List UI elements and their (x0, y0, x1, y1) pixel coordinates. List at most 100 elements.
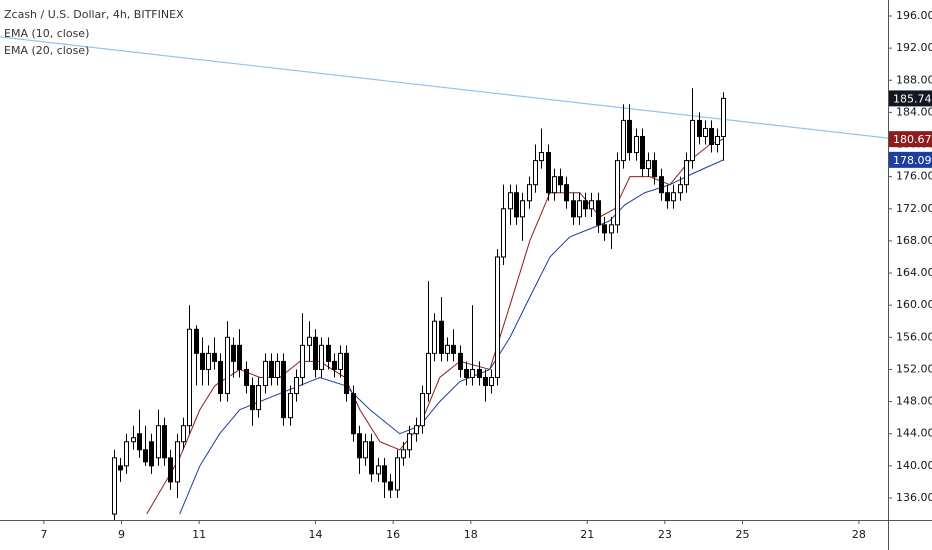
candle-body (137, 433, 142, 451)
candle-body (300, 344, 305, 378)
price-tag-label: 178.09 (893, 154, 932, 167)
candle-body (200, 352, 205, 370)
candle-body (281, 360, 286, 419)
candle-body (483, 376, 488, 387)
candle-body (187, 328, 192, 427)
candle-body (564, 184, 569, 202)
candle-body (194, 328, 199, 354)
candle-body (332, 360, 337, 370)
candle-body (665, 192, 670, 202)
candle-body (181, 425, 186, 443)
candle-body (539, 152, 544, 162)
price-tag (889, 151, 932, 168)
candle-body (571, 200, 576, 218)
x-tick-label: 11 (192, 528, 206, 541)
x-tick-label: 25 (735, 528, 749, 541)
price-tag-label: 185.74 (893, 92, 932, 105)
candle-body (231, 344, 236, 362)
candle-body (407, 433, 412, 451)
candle-body (609, 224, 614, 234)
candle-body (156, 425, 161, 459)
price-tag-label: 180.67 (893, 133, 932, 146)
candle-body (527, 184, 532, 202)
candle-body (206, 352, 211, 370)
candle-body (577, 200, 582, 218)
legend-entry: EMA (20, close) (4, 44, 89, 57)
x-tick-label: 16 (386, 528, 400, 541)
candle-body (288, 393, 293, 419)
candle-body (237, 344, 242, 370)
candle-body (351, 393, 356, 435)
candle-body (596, 200, 601, 226)
y-tick-label: 156.00 (896, 330, 932, 343)
x-tick-label: 14 (309, 528, 323, 541)
candle-body (721, 97, 726, 137)
price-tag (889, 90, 932, 107)
ema-line (179, 159, 724, 515)
candle-body (175, 441, 180, 483)
x-tick-label: 23 (658, 528, 672, 541)
candle-body (477, 368, 482, 378)
candle-body (357, 433, 362, 459)
y-tick-label: 144.00 (896, 427, 932, 440)
candle-body (470, 368, 475, 378)
candle-body (583, 200, 588, 210)
y-tick-label: 152.00 (896, 362, 932, 375)
candle-body (118, 465, 123, 471)
candle-body (401, 449, 406, 459)
legend-entry: EMA (10, close) (4, 27, 89, 40)
candle-body (715, 135, 720, 146)
candle-body (439, 320, 444, 354)
candle-body (376, 465, 381, 475)
candle-body (344, 352, 349, 395)
candle-body (263, 360, 268, 387)
candle-body (382, 465, 387, 483)
candle-body (307, 336, 312, 346)
candle-body (168, 457, 173, 483)
y-tick-label: 176.00 (896, 170, 932, 183)
candle-body (294, 376, 299, 395)
x-tick-label: 9 (118, 528, 125, 541)
candle-body (589, 200, 594, 210)
candle-body (458, 352, 463, 370)
y-tick-label: 196.00 (896, 9, 932, 22)
y-tick-label: 136.00 (896, 491, 932, 504)
candle-body (225, 336, 230, 395)
ema-line (146, 138, 724, 515)
candle-body (445, 344, 450, 354)
candle-body (218, 360, 223, 395)
candle-body (369, 441, 374, 475)
candle-body (388, 481, 393, 491)
candle-body (319, 344, 324, 370)
candle-body (520, 200, 525, 218)
candle-body (678, 184, 683, 194)
candle-body (533, 160, 538, 186)
candle-body (250, 385, 255, 411)
candle-body (414, 425, 419, 435)
x-tick-label: 21 (580, 528, 594, 541)
y-tick-label: 148.00 (896, 395, 932, 408)
candle-body (514, 192, 519, 218)
candle-body (451, 344, 456, 354)
trend-line (0, 36, 888, 139)
x-tick-label: 18 (464, 528, 478, 541)
candle-body (426, 352, 431, 395)
candle-body (432, 320, 437, 354)
plot-area (0, 36, 888, 520)
candle-body (671, 192, 676, 202)
candle-body (684, 160, 689, 186)
candle-body (546, 152, 551, 194)
y-tick-label: 172.00 (896, 202, 932, 215)
candle-body (703, 127, 708, 137)
candle-body (275, 360, 280, 378)
y-tick-label: 160.00 (896, 298, 932, 311)
candle-body (420, 393, 425, 427)
candle-body (621, 119, 626, 162)
candle-body (313, 336, 318, 370)
candle-body (697, 119, 702, 137)
candle-body (143, 449, 148, 463)
candle-body (256, 385, 261, 411)
candle-body (652, 160, 657, 178)
candle-body (338, 352, 343, 370)
y-tick-label: 188.00 (896, 73, 932, 86)
